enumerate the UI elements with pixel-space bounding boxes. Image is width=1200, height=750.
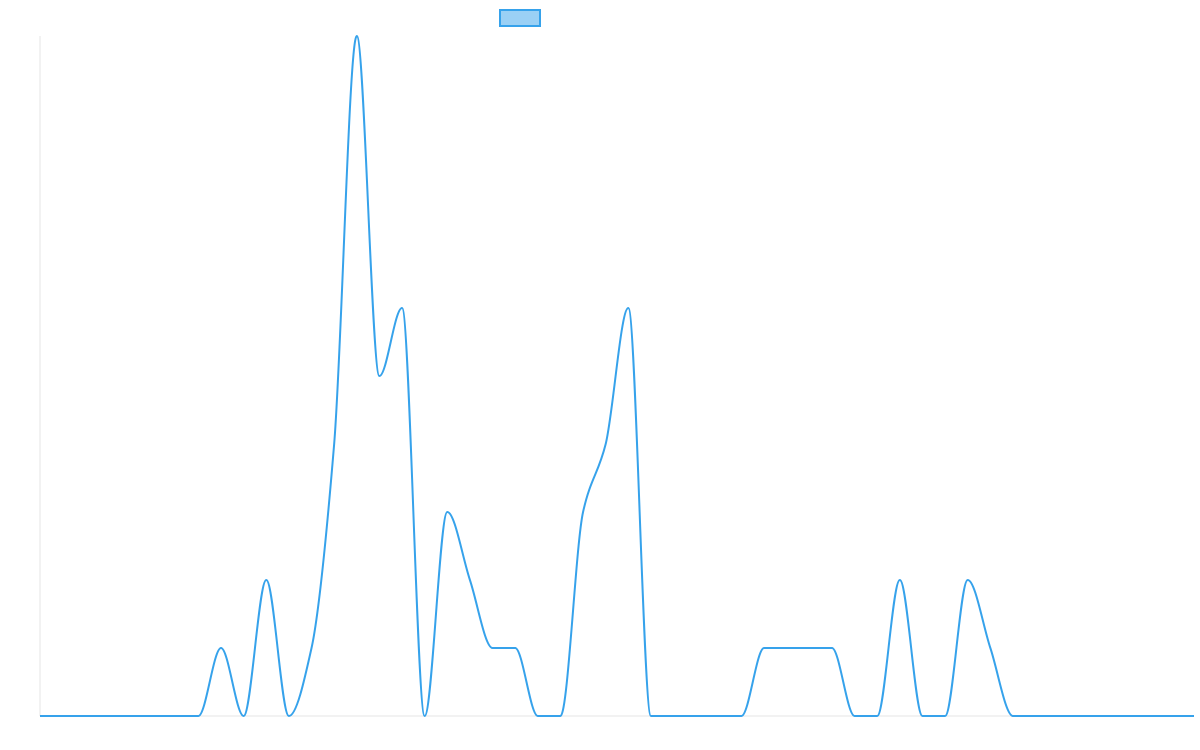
series-line bbox=[40, 35, 1194, 717]
data-point[interactable] bbox=[829, 645, 835, 651]
data-point[interactable] bbox=[603, 441, 609, 447]
data-point[interactable] bbox=[354, 33, 360, 39]
data-point[interactable] bbox=[557, 713, 563, 719]
data-point[interactable] bbox=[942, 713, 948, 719]
data-point[interactable] bbox=[919, 713, 925, 719]
data-point[interactable] bbox=[150, 713, 156, 719]
data-point[interactable] bbox=[761, 645, 767, 651]
data-point[interactable] bbox=[1191, 713, 1197, 719]
data-point[interactable] bbox=[422, 713, 428, 719]
data-point[interactable] bbox=[128, 713, 134, 719]
data-point[interactable] bbox=[376, 373, 382, 379]
data-point[interactable] bbox=[173, 713, 179, 719]
data-point[interactable] bbox=[580, 509, 586, 515]
data-point[interactable] bbox=[467, 577, 473, 583]
data-point[interactable] bbox=[82, 713, 88, 719]
data-point[interactable] bbox=[1100, 713, 1106, 719]
data-point[interactable] bbox=[897, 577, 903, 583]
data-point[interactable] bbox=[1123, 713, 1129, 719]
data-point[interactable] bbox=[965, 577, 971, 583]
data-point[interactable] bbox=[784, 645, 790, 651]
data-point[interactable] bbox=[987, 645, 993, 651]
data-point[interactable] bbox=[648, 713, 654, 719]
legend-swatch[interactable] bbox=[499, 9, 541, 27]
series-layer bbox=[37, 33, 1197, 719]
data-point[interactable] bbox=[806, 645, 812, 651]
data-point[interactable] bbox=[286, 713, 292, 719]
data-point[interactable] bbox=[399, 305, 405, 311]
data-point[interactable] bbox=[37, 713, 43, 719]
data-point[interactable] bbox=[1078, 713, 1084, 719]
data-point[interactable] bbox=[693, 713, 699, 719]
data-point[interactable] bbox=[1033, 713, 1039, 719]
data-point[interactable] bbox=[218, 645, 224, 651]
data-point[interactable] bbox=[874, 713, 880, 719]
legend[interactable] bbox=[499, 9, 541, 27]
data-point[interactable] bbox=[625, 305, 631, 311]
data-point[interactable] bbox=[1055, 713, 1061, 719]
data-point[interactable] bbox=[241, 713, 247, 719]
data-point[interactable] bbox=[1146, 713, 1152, 719]
data-point[interactable] bbox=[105, 713, 111, 719]
data-point[interactable] bbox=[309, 645, 315, 651]
data-point[interactable] bbox=[671, 713, 677, 719]
data-point[interactable] bbox=[738, 713, 744, 719]
data-point[interactable] bbox=[716, 713, 722, 719]
data-point[interactable] bbox=[1010, 713, 1016, 719]
data-point[interactable] bbox=[535, 713, 541, 719]
data-point[interactable] bbox=[852, 713, 858, 719]
data-point[interactable] bbox=[1168, 713, 1174, 719]
data-point[interactable] bbox=[490, 645, 496, 651]
data-point[interactable] bbox=[263, 577, 269, 583]
data-point[interactable] bbox=[60, 713, 66, 719]
data-point[interactable] bbox=[331, 441, 337, 447]
data-point[interactable] bbox=[195, 713, 201, 719]
data-point[interactable] bbox=[512, 645, 518, 651]
data-point[interactable] bbox=[444, 509, 450, 515]
